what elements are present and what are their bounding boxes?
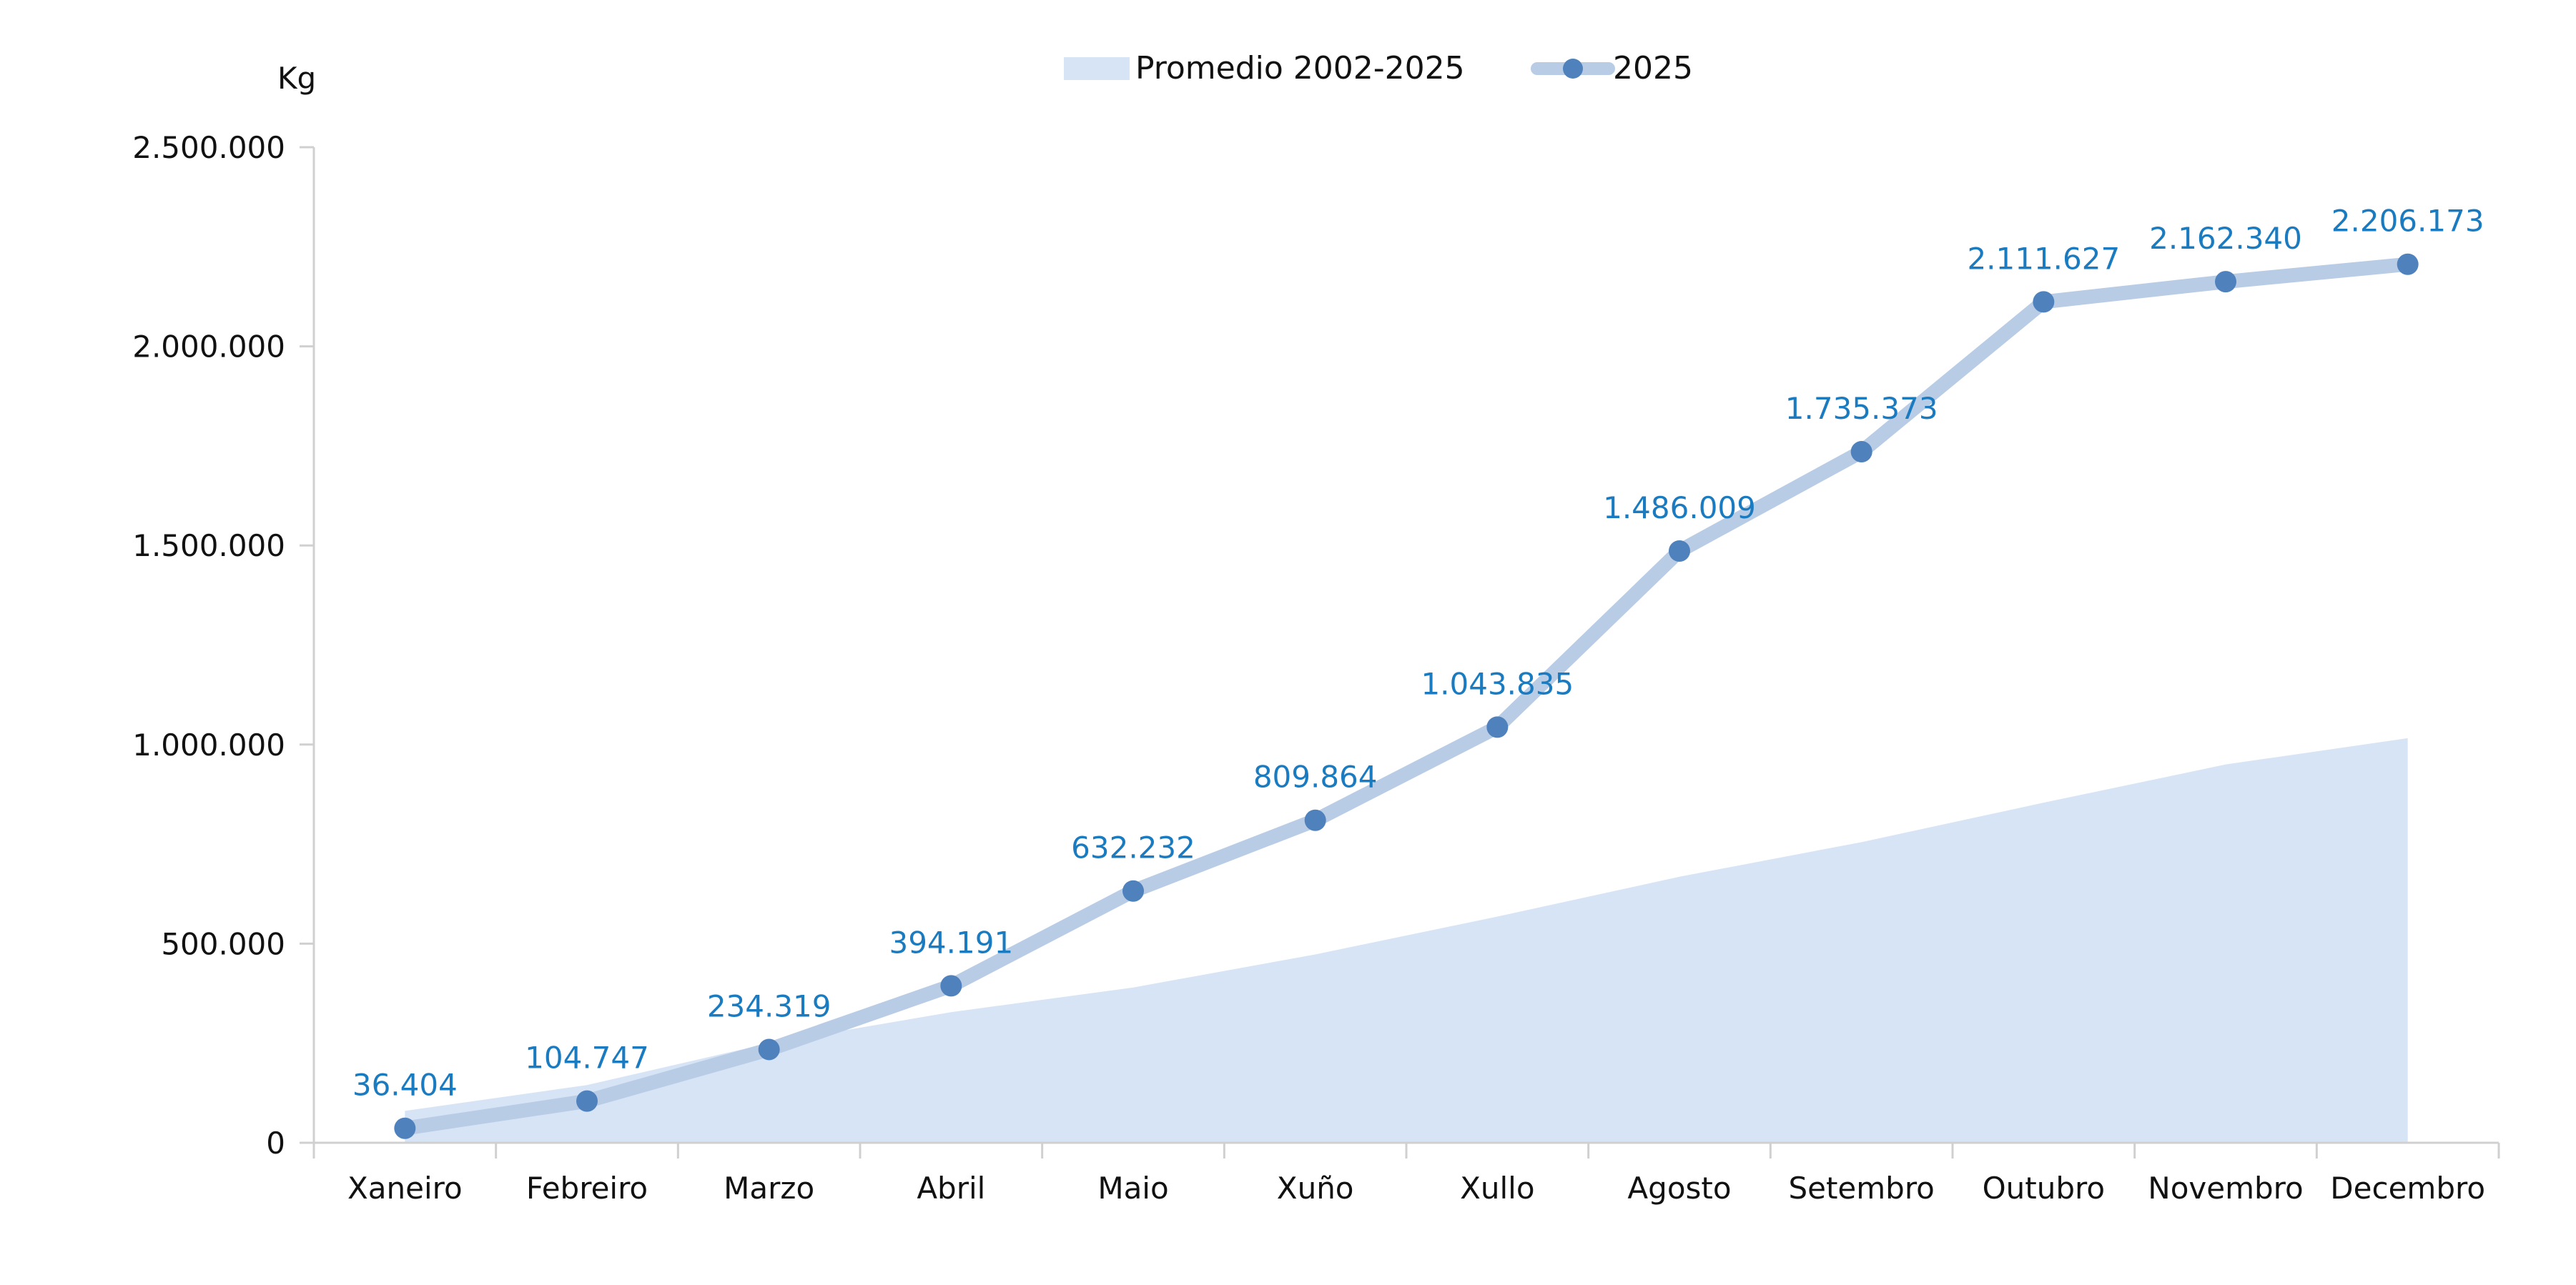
- x-tick-label: Agosto: [1627, 1171, 1731, 1206]
- x-tick-label: Maio: [1097, 1171, 1168, 1206]
- data-label: 1.735.373: [1785, 391, 1938, 426]
- data-point: [940, 975, 962, 997]
- x-tick-label: Xuño: [1277, 1171, 1354, 1206]
- line-series-2025: 36.404 104.747 234.319 394.191 632.232 809.86…: [352, 204, 2484, 1139]
- legend-swatch-average: [1064, 57, 1130, 80]
- data-point: [1850, 441, 1872, 463]
- legend: Promedio 2002-2025 2025: [1064, 50, 1693, 86]
- data-label: 394.191: [889, 925, 1013, 960]
- data-label: 1.043.835: [1421, 666, 1574, 701]
- y-tick-label: 1.500.000: [132, 528, 285, 563]
- area-average: [405, 738, 2408, 1143]
- data-point: [2033, 291, 2055, 313]
- data-label: 1.486.009: [1603, 490, 1756, 525]
- data-point: [758, 1038, 780, 1061]
- x-tick-label: Xaneiro: [347, 1171, 463, 1206]
- data-label: 632.232: [1071, 830, 1195, 865]
- data-point: [576, 1090, 598, 1112]
- data-point: [2397, 253, 2419, 275]
- data-label: 2.206.173: [2331, 204, 2484, 239]
- area-series-average: [405, 738, 2408, 1143]
- x-tick-label: Xullo: [1460, 1171, 1534, 1206]
- x-tick-label: Outubro: [1983, 1171, 2105, 1206]
- y-tick-label: 2.500.000: [132, 130, 285, 165]
- y-tick-label: 1.000.000: [132, 728, 285, 763]
- x-tick-label: Marzo: [724, 1171, 814, 1206]
- axes: 0 500.000 1.000.000 1.500.000 2.000.000 2.500…: [132, 130, 2500, 1206]
- data-label: 36.404: [352, 1068, 458, 1103]
- data-point: [1304, 809, 1326, 831]
- x-tick-label: Febreiro: [526, 1171, 648, 1206]
- legend-marker-2025: [1563, 59, 1583, 79]
- legend-label-2025: 2025: [1613, 50, 1693, 86]
- data-point: [1122, 880, 1144, 902]
- y-tick-label: 500.000: [161, 926, 285, 961]
- x-tick-label: Setembro: [1788, 1171, 1934, 1206]
- data-point: [2215, 271, 2236, 293]
- y-tick-label: 2.000.000: [132, 329, 285, 364]
- data-label: 809.864: [1253, 760, 1378, 795]
- data-label: 2.111.627: [1967, 241, 2120, 276]
- data-point: [1486, 716, 1509, 738]
- x-tick-label: Novembro: [2148, 1171, 2303, 1206]
- x-tick-label: Decembro: [2330, 1171, 2485, 1206]
- data-label: 104.747: [525, 1041, 649, 1076]
- data-label: 234.319: [707, 988, 831, 1023]
- data-point: [394, 1117, 416, 1139]
- legend-label-average: Promedio 2002-2025: [1135, 50, 1465, 86]
- data-point: [1669, 540, 1690, 562]
- line-2025: [398, 257, 2415, 1136]
- x-tick-label: Abril: [917, 1171, 985, 1206]
- y-axis-label: Kg: [277, 61, 316, 96]
- y-tick-label: 0: [266, 1126, 285, 1161]
- data-label: 2.162.340: [2149, 221, 2302, 256]
